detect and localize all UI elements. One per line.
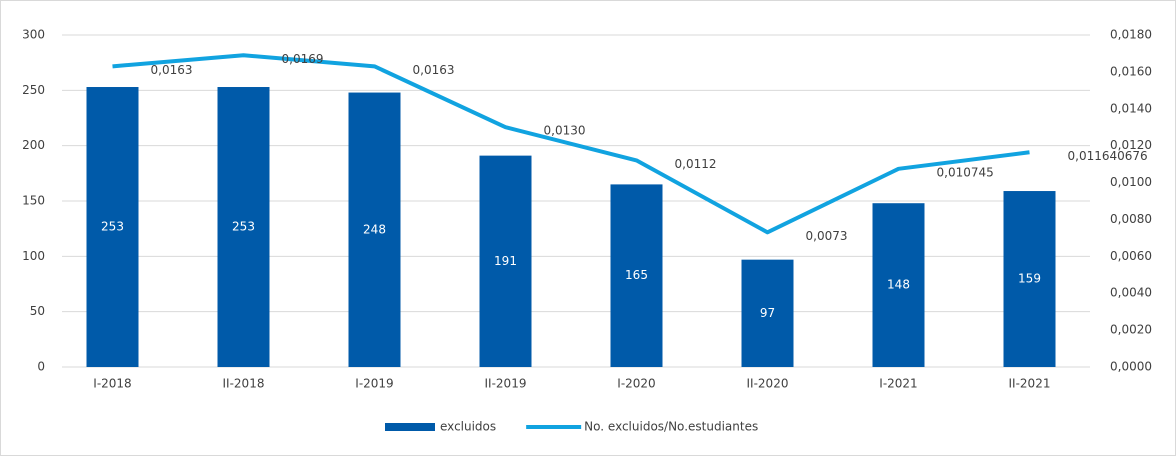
- y2-tick-label: 0,0000: [1110, 360, 1152, 374]
- line-label: 0,0112: [675, 157, 717, 171]
- y2-tick-label: 0,0160: [1110, 64, 1152, 78]
- y2-tick-label: 0,0060: [1110, 249, 1152, 263]
- x-tick-label: I-2021: [879, 377, 917, 391]
- y-tick-label: 200: [22, 138, 45, 152]
- bar: [86, 87, 139, 367]
- y2-tick-label: 0,0120: [1110, 138, 1152, 152]
- y2-tick-label: 0,0080: [1110, 212, 1152, 226]
- bar-label: 159: [1018, 272, 1041, 286]
- y2-tick-label: 0,0020: [1110, 323, 1152, 337]
- x-tick-label: II-2019: [485, 377, 527, 391]
- x-tick-label: I-2018: [93, 377, 131, 391]
- x-tick-label: I-2019: [355, 377, 393, 391]
- y2-tick-label: 0,0040: [1110, 286, 1152, 300]
- bar-label: 97: [760, 306, 775, 320]
- bar: [217, 87, 270, 367]
- bar: [872, 203, 925, 367]
- line-label: 0,0163: [413, 63, 455, 77]
- bar: [479, 155, 532, 367]
- x-tick-label: II-2020: [747, 377, 789, 391]
- line-label: 0,011640676: [1068, 149, 1148, 163]
- legend-swatch: [385, 423, 435, 431]
- bar-label: 165: [625, 268, 648, 282]
- y-tick-label: 250: [22, 83, 45, 97]
- y-tick-label: 150: [22, 194, 45, 208]
- bar-label: 253: [101, 220, 124, 234]
- y2-tick-label: 0,0100: [1110, 175, 1152, 189]
- y-tick-label: 0: [37, 360, 45, 374]
- bar: [348, 92, 401, 368]
- legend-label: No. excluidos/No.estudiantes: [584, 420, 758, 434]
- x-tick-label: I-2020: [617, 377, 655, 391]
- bar-label: 148: [887, 278, 910, 292]
- bar-label: 248: [363, 222, 386, 236]
- legend-label: excluidos: [440, 420, 496, 434]
- bar-label: 253: [232, 220, 255, 234]
- y-tick-label: 50: [30, 304, 45, 318]
- line: [112, 53, 1030, 235]
- y-tick-label: 100: [22, 249, 45, 263]
- line-label: 0,0130: [544, 124, 586, 138]
- y-tick-label: 300: [22, 28, 45, 42]
- bar: [610, 184, 663, 367]
- bar: [1003, 191, 1056, 367]
- x-tick-label: II-2021: [1009, 377, 1051, 391]
- y2-tick-label: 0,0180: [1110, 28, 1152, 42]
- bar: [741, 259, 794, 367]
- line-label: 0,010745: [937, 165, 994, 179]
- line-label: 0,0073: [806, 229, 848, 243]
- y2-tick-label: 0,0140: [1110, 101, 1152, 115]
- line-label: 0,0163: [151, 63, 193, 77]
- bar-label: 191: [494, 254, 517, 268]
- line-label: 0,0169: [282, 52, 324, 66]
- x-tick-label: II-2018: [223, 377, 265, 391]
